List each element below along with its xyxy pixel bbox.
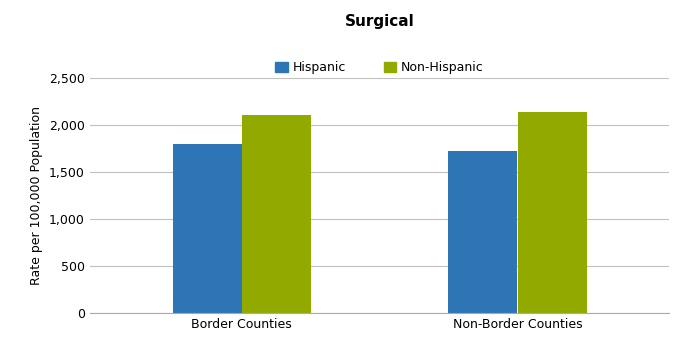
- Bar: [241, 115, 310, 313]
- Legend: Hispanic, Non-Hispanic: Hispanic, Non-Hispanic: [270, 56, 489, 79]
- Y-axis label: Rate per 100,000 Population: Rate per 100,000 Population: [30, 106, 43, 285]
- Bar: [518, 112, 586, 313]
- Bar: [172, 144, 242, 313]
- Text: Surgical: Surgical: [344, 14, 415, 29]
- Bar: [448, 151, 518, 313]
